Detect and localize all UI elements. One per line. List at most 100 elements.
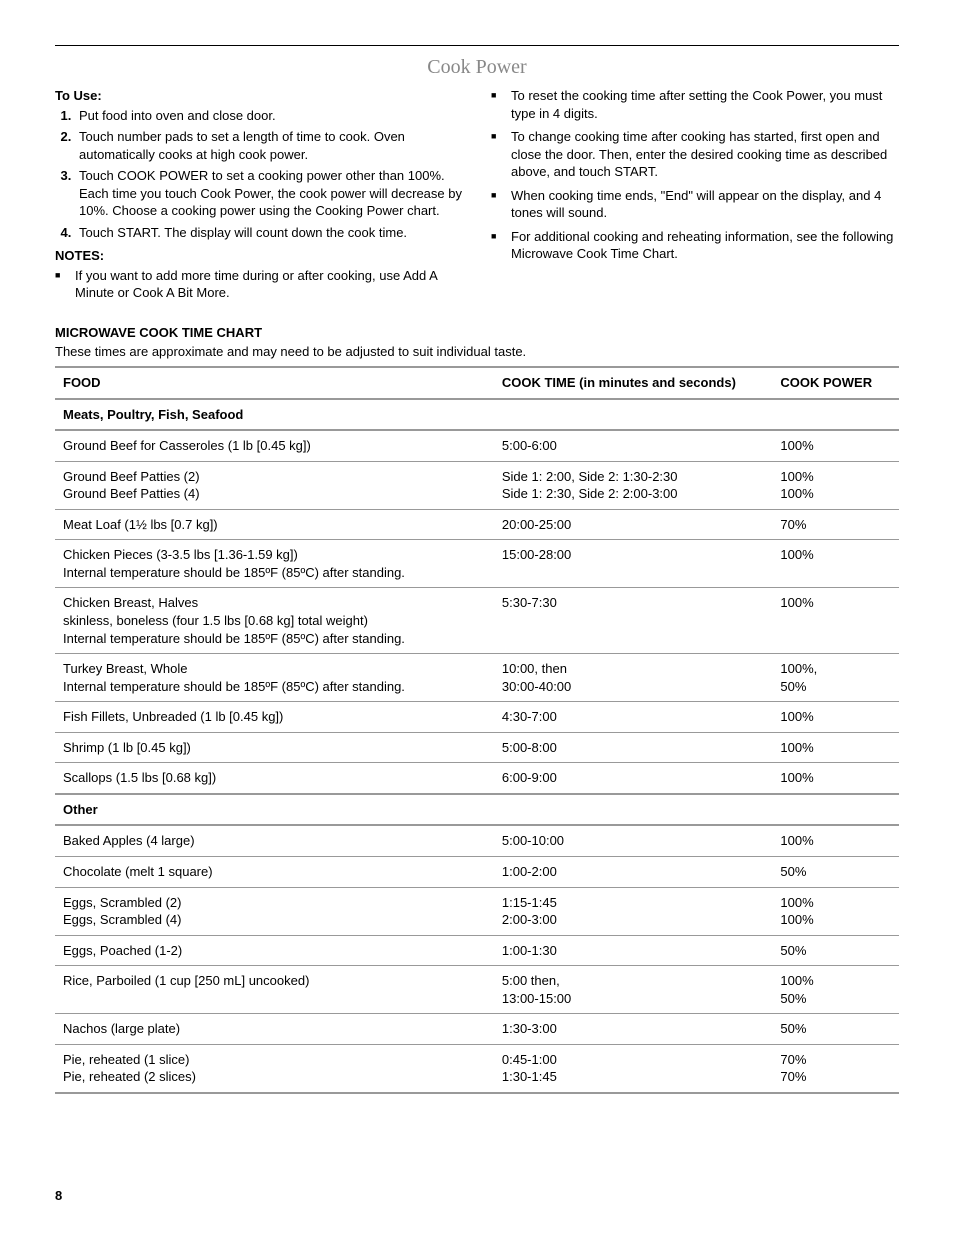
table-section-row: Other (55, 794, 899, 826)
th-power: COOK POWER (772, 367, 899, 399)
left-column: To Use: Put food into oven and close doo… (55, 87, 463, 308)
cell-power: 100% (772, 702, 899, 733)
cook-time-table: FOOD COOK TIME (in minutes and seconds) … (55, 366, 899, 1094)
cell-food: Shrimp (1 lb [0.45 kg]) (55, 732, 494, 763)
step-item: Touch COOK POWER to set a cooking power … (75, 167, 463, 220)
cell-time: 1:30-3:00 (494, 1014, 773, 1045)
table-row: Turkey Breast, Whole Internal temperatur… (55, 654, 899, 702)
cell-food: Ground Beef for Casseroles (1 lb [0.45 k… (55, 430, 494, 461)
step-text: Touch COOK POWER to set a cooking power … (79, 168, 462, 218)
cell-food: Meat Loaf (1½ lbs [0.7 kg]) (55, 509, 494, 540)
cell-time: 20:00-25:00 (494, 509, 773, 540)
chart-subtitle: These times are approximate and may need… (55, 343, 899, 361)
cell-food: Ground Beef Patties (2) Ground Beef Patt… (55, 461, 494, 509)
cell-time: 15:00-28:00 (494, 540, 773, 588)
note-item: If you want to add more time during or a… (55, 267, 463, 302)
table-body: Meats, Poultry, Fish, SeafoodGround Beef… (55, 399, 899, 1093)
note-item: When cooking time ends, "End" will appea… (491, 187, 899, 222)
cell-food: Eggs, Scrambled (2) Eggs, Scrambled (4) (55, 887, 494, 935)
cell-power: 50% (772, 1014, 899, 1045)
top-rule (55, 45, 899, 46)
table-row: Fish Fillets, Unbreaded (1 lb [0.45 kg])… (55, 702, 899, 733)
table-row: Scallops (1.5 lbs [0.68 kg])6:00-9:00100… (55, 763, 899, 794)
cell-time: 5:00-6:00 (494, 430, 773, 461)
table-header-row: FOOD COOK TIME (in minutes and seconds) … (55, 367, 899, 399)
cell-power: 100%, 50% (772, 654, 899, 702)
notes-heading: NOTES: (55, 247, 463, 265)
cell-food: Baked Apples (4 large) (55, 825, 494, 856)
cell-power: 100% 100% (772, 461, 899, 509)
th-time: COOK TIME (in minutes and seconds) (494, 367, 773, 399)
cell-time: Side 1: 2:00, Side 2: 1:30-2:30 Side 1: … (494, 461, 773, 509)
table-row: Baked Apples (4 large)5:00-10:00100% (55, 825, 899, 856)
table-row: Eggs, Scrambled (2) Eggs, Scrambled (4)1… (55, 887, 899, 935)
cell-time: 1:00-1:30 (494, 935, 773, 966)
cell-power: 50% (772, 935, 899, 966)
table-row: Ground Beef Patties (2) Ground Beef Patt… (55, 461, 899, 509)
cell-food: Chicken Pieces (3-3.5 lbs [1.36-1.59 kg]… (55, 540, 494, 588)
cell-food: Nachos (large plate) (55, 1014, 494, 1045)
cell-time: 5:00 then, 13:00-15:00 (494, 966, 773, 1014)
cell-power: 100% 100% (772, 887, 899, 935)
cell-food: Pie, reheated (1 slice) Pie, reheated (2… (55, 1044, 494, 1093)
table-row: Nachos (large plate)1:30-3:0050% (55, 1014, 899, 1045)
section-label: Meats, Poultry, Fish, Seafood (55, 399, 899, 431)
note-item: To reset the cooking time after setting … (491, 87, 899, 122)
table-row: Chicken Pieces (3-3.5 lbs [1.36-1.59 kg]… (55, 540, 899, 588)
page-title: Cook Power (55, 54, 899, 81)
instructions-columns: To Use: Put food into oven and close doo… (55, 87, 899, 308)
table-row: Shrimp (1 lb [0.45 kg])5:00-8:00100% (55, 732, 899, 763)
table-section-row: Meats, Poultry, Fish, Seafood (55, 399, 899, 431)
cell-power: 100% (772, 825, 899, 856)
section-label: Other (55, 794, 899, 826)
table-row: Rice, Parboiled (1 cup [250 mL] uncooked… (55, 966, 899, 1014)
cell-time: 5:00-8:00 (494, 732, 773, 763)
step-item: Touch START. The display will count down… (75, 224, 463, 242)
step-item: Touch number pads to set a length of tim… (75, 128, 463, 163)
cell-power: 100% 50% (772, 966, 899, 1014)
chart-title: MICROWAVE COOK TIME CHART (55, 324, 899, 342)
cell-power: 100% (772, 588, 899, 654)
cell-time: 5:30-7:30 (494, 588, 773, 654)
step-text: Touch START. The display will count down… (79, 225, 407, 240)
cell-time: 0:45-1:00 1:30-1:45 (494, 1044, 773, 1093)
steps-list: Put food into oven and close door. Touch… (55, 107, 463, 242)
cell-power: 100% (772, 540, 899, 588)
right-notes-list: To reset the cooking time after setting … (491, 87, 899, 263)
cell-food: Fish Fillets, Unbreaded (1 lb [0.45 kg]) (55, 702, 494, 733)
cell-power: 50% (772, 856, 899, 887)
cell-food: Turkey Breast, Whole Internal temperatur… (55, 654, 494, 702)
table-row: Chocolate (melt 1 square)1:00-2:0050% (55, 856, 899, 887)
cell-time: 5:00-10:00 (494, 825, 773, 856)
cell-food: Eggs, Poached (1-2) (55, 935, 494, 966)
th-food: FOOD (55, 367, 494, 399)
page-number: 8 (55, 1187, 62, 1205)
cell-power: 70% 70% (772, 1044, 899, 1093)
cell-power: 100% (772, 732, 899, 763)
cell-food: Scallops (1.5 lbs [0.68 kg]) (55, 763, 494, 794)
step-text: Put food into oven and close door. (79, 108, 276, 123)
cell-time: 4:30-7:00 (494, 702, 773, 733)
note-item: To change cooking time after cooking has… (491, 128, 899, 181)
table-row: Meat Loaf (1½ lbs [0.7 kg])20:00-25:0070… (55, 509, 899, 540)
to-use-heading: To Use: (55, 87, 463, 105)
cell-time: 1:15-1:45 2:00-3:00 (494, 887, 773, 935)
cell-power: 100% (772, 430, 899, 461)
cell-food: Chicken Breast, Halves skinless, boneles… (55, 588, 494, 654)
cell-food: Chocolate (melt 1 square) (55, 856, 494, 887)
table-row: Eggs, Poached (1-2)1:00-1:3050% (55, 935, 899, 966)
table-row: Chicken Breast, Halves skinless, boneles… (55, 588, 899, 654)
cell-power: 70% (772, 509, 899, 540)
cell-power: 100% (772, 763, 899, 794)
cell-time: 6:00-9:00 (494, 763, 773, 794)
cell-time: 10:00, then 30:00-40:00 (494, 654, 773, 702)
table-row: Pie, reheated (1 slice) Pie, reheated (2… (55, 1044, 899, 1093)
step-text: Touch number pads to set a length of tim… (79, 129, 405, 162)
step-item: Put food into oven and close door. (75, 107, 463, 125)
table-row: Ground Beef for Casseroles (1 lb [0.45 k… (55, 430, 899, 461)
note-item: For additional cooking and reheating inf… (491, 228, 899, 263)
right-column: To reset the cooking time after setting … (491, 87, 899, 308)
left-notes-list: If you want to add more time during or a… (55, 267, 463, 302)
cell-food: Rice, Parboiled (1 cup [250 mL] uncooked… (55, 966, 494, 1014)
cell-time: 1:00-2:00 (494, 856, 773, 887)
